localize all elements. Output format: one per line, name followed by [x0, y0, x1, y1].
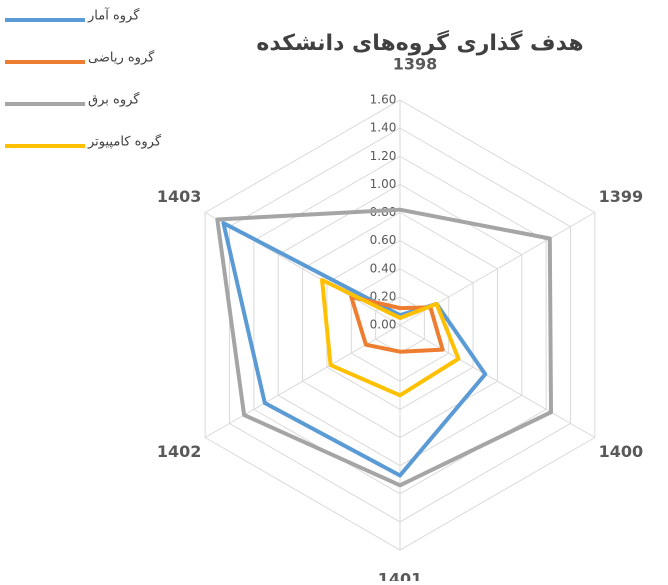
series-line — [320, 278, 461, 398]
y-tick-label: 1.20 — [370, 149, 397, 163]
legend-label: گروه ریاضی — [88, 50, 155, 66]
y-tick-label: 0.00 — [370, 318, 397, 332]
y-tick-label: 0.60 — [370, 233, 397, 247]
y-tick-label: 1.60 — [370, 93, 397, 107]
legend-label: گروه کامپیوتر — [87, 134, 162, 150]
category-label: 1402 — [157, 442, 202, 461]
y-tick-label: 0.40 — [370, 261, 397, 275]
y-tick-label: 1.00 — [370, 177, 397, 191]
legend-label: گروه برق — [88, 92, 140, 108]
category-label: 1400 — [599, 442, 644, 461]
legend-label: گروه آمار — [87, 7, 140, 24]
y-tick-label: 1.40 — [370, 121, 397, 135]
category-label: 1398 — [393, 55, 438, 74]
category-label: 1403 — [157, 187, 202, 206]
chart-title: هدف گذاری گروه‌های دانشکده — [256, 29, 583, 56]
y-tick-label: 0.20 — [370, 289, 397, 303]
series-line — [221, 221, 488, 478]
category-label: 1399 — [599, 187, 644, 206]
series-line — [215, 207, 554, 488]
axis-line — [399, 324, 596, 438]
category-label: 1401 — [378, 570, 423, 582]
